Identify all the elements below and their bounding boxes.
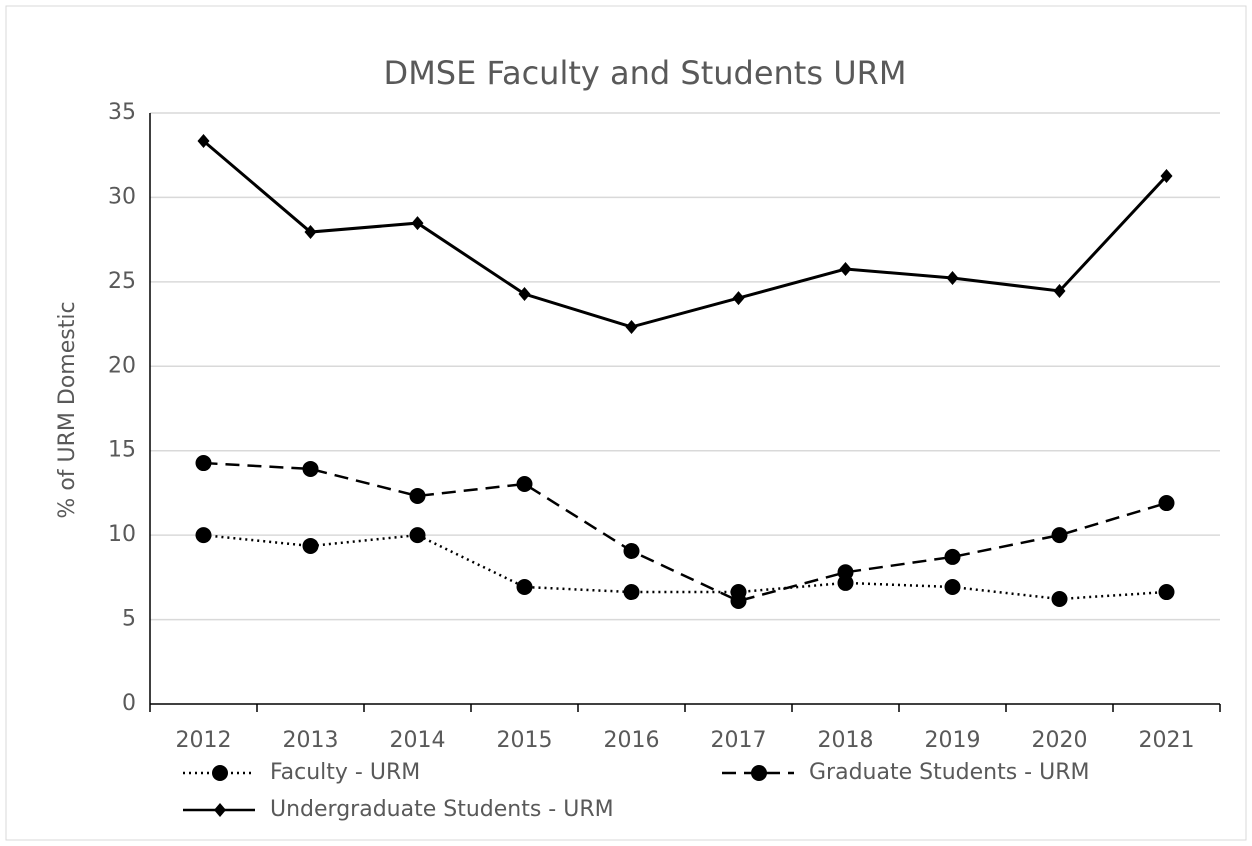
y-tick-label: 5 bbox=[122, 607, 136, 632]
data-point bbox=[409, 487, 426, 504]
x-tick-label: 2017 bbox=[711, 728, 767, 753]
data-point bbox=[304, 225, 317, 240]
y-axis-label: % of URM Domestic bbox=[55, 301, 80, 518]
x-tick-label: 2012 bbox=[176, 728, 232, 753]
legend-marker bbox=[214, 803, 226, 817]
data-point bbox=[625, 319, 638, 334]
data-point bbox=[837, 564, 854, 581]
y-tick-label: 0 bbox=[122, 691, 136, 716]
chart-border bbox=[5, 5, 1247, 841]
x-tick-label: 2014 bbox=[390, 728, 446, 753]
data-point bbox=[1051, 527, 1068, 544]
data-point bbox=[623, 543, 640, 560]
legend-marker bbox=[212, 765, 228, 781]
data-point bbox=[946, 270, 959, 285]
data-point bbox=[839, 262, 852, 277]
x-tick-label: 2016 bbox=[604, 728, 660, 753]
chart-title: DMSE Faculty and Students URM bbox=[384, 54, 907, 92]
legend-label: Undergraduate Students - URM bbox=[270, 797, 614, 822]
y-tick-label: 35 bbox=[108, 100, 136, 125]
x-tick-label: 2020 bbox=[1032, 728, 1088, 753]
series-line bbox=[202, 139, 1168, 329]
x-tick-label: 2013 bbox=[283, 728, 339, 753]
data-point bbox=[732, 291, 745, 306]
y-tick-label: 25 bbox=[108, 269, 136, 294]
data-point bbox=[195, 455, 212, 472]
x-tick-label: 2015 bbox=[497, 728, 553, 753]
data-point bbox=[1160, 168, 1173, 183]
data-point bbox=[1158, 495, 1175, 512]
series-line bbox=[203, 533, 1167, 601]
data-point bbox=[516, 475, 533, 492]
data-point bbox=[1053, 283, 1066, 298]
y-tick-label: 15 bbox=[108, 438, 136, 463]
series-line bbox=[203, 461, 1167, 603]
legend-label: Faculty - URM bbox=[270, 760, 420, 785]
data-point bbox=[518, 287, 531, 302]
x-tick-label: 2018 bbox=[818, 728, 874, 753]
data-point bbox=[516, 578, 533, 595]
y-tick-label: 20 bbox=[108, 353, 136, 378]
data-point bbox=[944, 548, 961, 565]
data-point bbox=[1051, 590, 1068, 607]
data-point bbox=[195, 527, 212, 544]
x-tick-label: 2019 bbox=[925, 728, 981, 753]
legend-label: Graduate Students - URM bbox=[809, 760, 1089, 785]
y-tick-label: 10 bbox=[108, 522, 136, 547]
data-point bbox=[730, 592, 747, 609]
data-point bbox=[623, 584, 640, 601]
data-point bbox=[944, 578, 961, 595]
data-point bbox=[1158, 584, 1175, 601]
data-point bbox=[197, 134, 210, 149]
data-point bbox=[302, 460, 319, 477]
data-point bbox=[411, 216, 424, 231]
data-point bbox=[409, 527, 426, 544]
x-tick-label: 2021 bbox=[1139, 728, 1195, 753]
data-point bbox=[302, 537, 319, 554]
legend-marker bbox=[751, 765, 767, 781]
y-tick-label: 30 bbox=[108, 184, 136, 209]
